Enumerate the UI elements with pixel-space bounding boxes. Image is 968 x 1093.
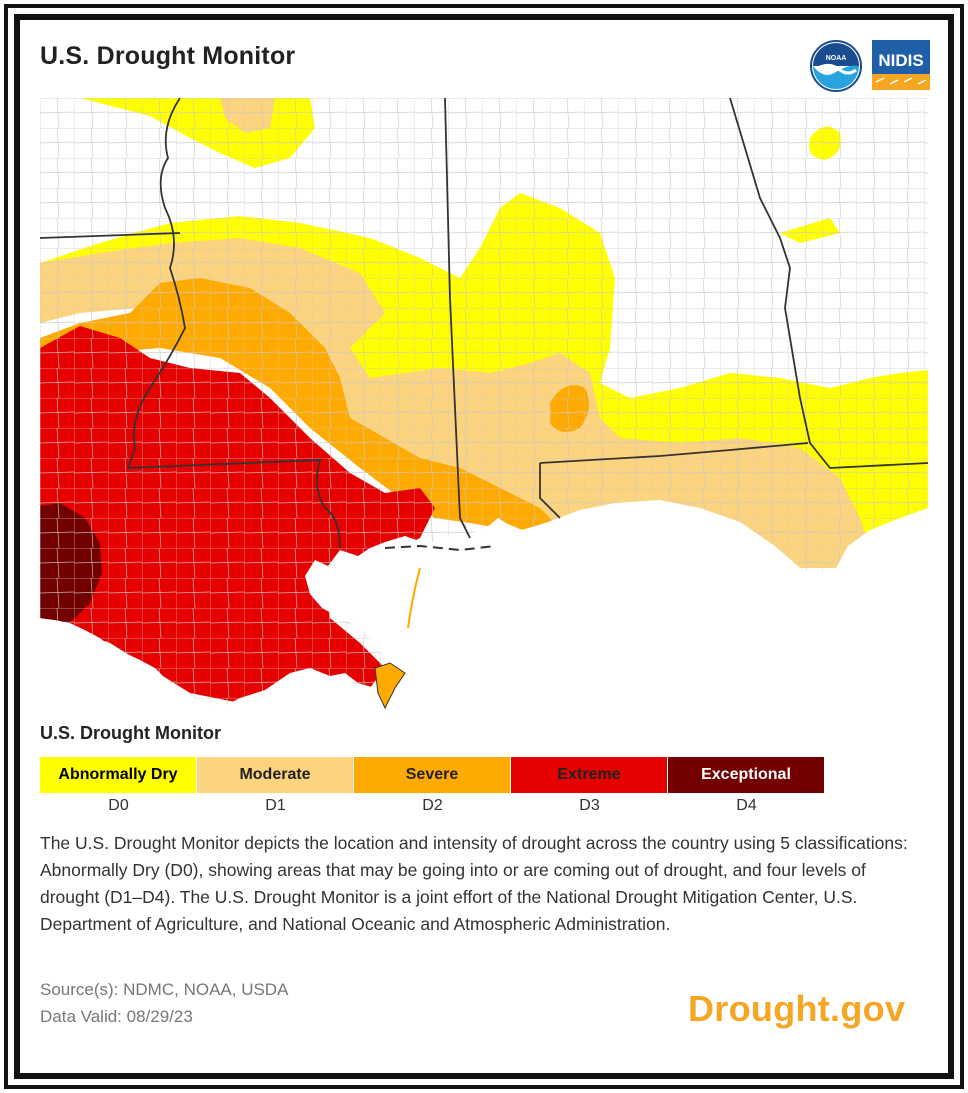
map-description: The U.S. Drought Monitor depicts the loc… xyxy=(40,833,908,934)
delta-tip xyxy=(374,662,406,710)
drought-map xyxy=(40,98,928,710)
chandeleur-island xyxy=(407,567,421,629)
noaa-logo-text: NOAA xyxy=(826,55,847,62)
state-borders xyxy=(40,98,928,549)
source-text: Source(s): NDMC, NOAA, USDA xyxy=(40,980,289,999)
drought-gov-link[interactable]: Drought.gov xyxy=(688,988,906,1029)
legend-swatch-d4: Exceptional xyxy=(668,757,825,793)
noaa-logo-icon: NOAA xyxy=(810,40,862,92)
legend-code-d4: D4 xyxy=(736,797,757,814)
legend-item-d3: Extreme D3 xyxy=(511,757,668,815)
legend-item-d4: Exceptional D4 xyxy=(668,757,825,815)
legend-swatch-d3: Extreme xyxy=(511,757,668,793)
data-valid-text: Data Valid: 08/29/23 xyxy=(40,1007,193,1026)
page-title: U.S. Drought Monitor xyxy=(40,42,296,70)
nidis-logo-icon: NIDIS xyxy=(872,40,930,90)
legend-swatch-d2: Severe xyxy=(354,757,511,793)
land-area xyxy=(40,98,928,708)
legend-item-d2: Severe D2 xyxy=(354,757,511,815)
legend-swatch-d0: Abnormally Dry xyxy=(40,757,197,793)
legend-item-d1: Moderate D1 xyxy=(197,757,354,815)
legend-item-d0: Abnormally Dry D0 xyxy=(40,757,197,815)
legend: Abnormally Dry D0 Moderate D1 Severe D2 … xyxy=(40,757,825,815)
legend-code-d0: D0 xyxy=(108,797,129,814)
legend-title: U.S. Drought Monitor xyxy=(40,723,221,743)
barrier-islands xyxy=(384,544,496,552)
legend-code-d1: D1 xyxy=(265,797,286,814)
legend-code-d3: D3 xyxy=(579,797,600,814)
drought-card: U.S. Drought Monitor NOAA NIDIS xyxy=(20,20,948,1073)
nidis-logo-text: NIDIS xyxy=(878,51,923,70)
legend-swatch-d1: Moderate xyxy=(197,757,354,793)
source-info: Source(s): NDMC, NOAA, USDA Data Valid: … xyxy=(40,976,288,1030)
legend-code-d2: D2 xyxy=(422,797,443,814)
